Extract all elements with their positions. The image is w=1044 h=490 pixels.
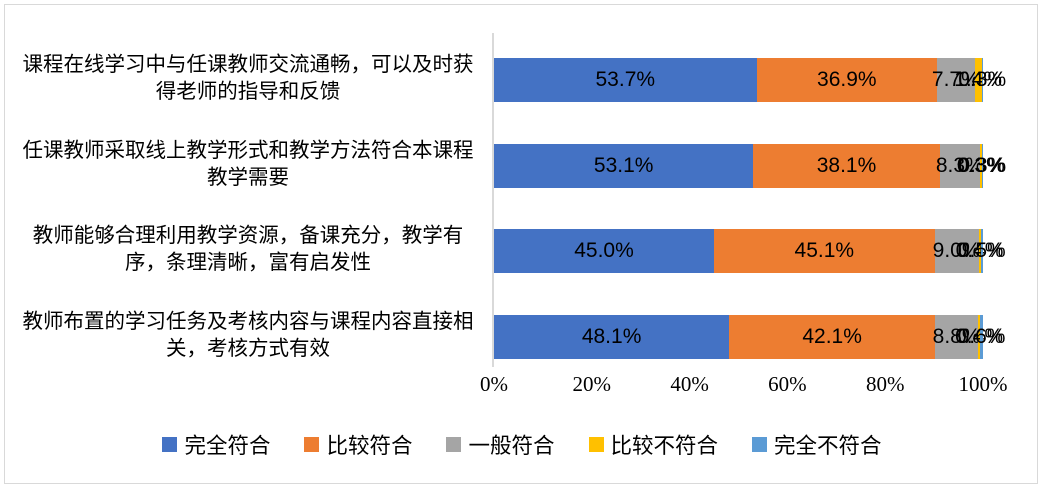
legend-item[interactable]: 比较不符合 xyxy=(588,429,719,460)
bar-segment: 7.7% xyxy=(932,58,980,102)
bar-segment: 36.9% xyxy=(756,58,938,102)
legend-swatch-icon xyxy=(446,437,462,452)
bar-segment: 0.3% xyxy=(958,144,1006,188)
bar-segment-value-label: 45.1% xyxy=(794,239,855,262)
bar-segment: 0.5% xyxy=(958,229,1006,273)
bar-segment: 0.6% xyxy=(958,315,1005,359)
legend-swatch-icon xyxy=(304,437,320,452)
bar-segment-value-label: 7.7% xyxy=(931,68,980,91)
table-row: 53.1%38.1%8.3%0.3%0.3% xyxy=(494,144,1006,188)
bar-segment-value-label: 9.0% xyxy=(932,239,981,262)
category-label-1: 任课教师采取线上教学形式和教学方法符合本课程教学需要 xyxy=(22,140,474,189)
bar-segment-value-label: 48.1% xyxy=(581,325,642,348)
legend-item[interactable]: 一般符合 xyxy=(446,429,555,460)
chart-legend: 完全符合 比较符合 一般符合 比较不符合 完全不符合 xyxy=(5,429,1039,460)
bar-segment: 8.8% xyxy=(932,315,981,359)
bar-segment: 48.1% xyxy=(494,315,730,359)
legend-swatch-icon xyxy=(162,437,178,452)
x-axis-tick-label: 0% xyxy=(480,372,508,396)
bar-segment: 9.0% xyxy=(932,229,981,273)
legend-item-label: 完全不符合 xyxy=(774,434,882,458)
legend-swatch-icon xyxy=(752,437,768,452)
bar-segment-value-label: 53.7% xyxy=(595,68,656,91)
legend-item[interactable]: 完全符合 xyxy=(162,429,270,460)
legend-item-label: 一般符合 xyxy=(468,434,555,458)
bar-segment: 0.3% xyxy=(958,58,1006,102)
category-label-0: 课程在线学习中与任课教师交流通畅，可以及时获得老师的指导和反馈 xyxy=(22,54,474,103)
bar-segment: 45.0% xyxy=(494,229,715,273)
chart-container: 课程在线学习中与任课教师交流通畅，可以及时获得老师的指导和反馈 任课教师采取线上… xyxy=(4,4,1038,484)
category-label-3: 教师布置的学习任务及考核内容与课程内容直接相关，考核方式有效 xyxy=(22,311,474,360)
x-axis-tick-label: 20% xyxy=(572,372,612,396)
bar-segment-value-label: 45.0% xyxy=(574,239,634,262)
x-axis-tick-label: 100% xyxy=(958,372,1008,396)
table-row: 53.7% 36.9% 7.7% 1.4% 0.3% xyxy=(494,58,1006,102)
legend-item-label: 比较符合 xyxy=(326,434,413,458)
legend-item[interactable]: 比较符合 xyxy=(304,429,412,460)
plot-area: 课程在线学习中与任课教师交流通畅，可以及时获得老师的指导和反馈 任课教师采取线上… xyxy=(5,5,1039,415)
table-row: 45.0%45.1%9.0%0.4%0.5% xyxy=(494,229,1006,273)
bar-segment: 42.1% xyxy=(729,315,936,359)
bar-segment-value-label: 8.8% xyxy=(932,325,981,348)
bar-segment: 1.4% xyxy=(954,58,1002,102)
bar-segment-value-label: 38.1% xyxy=(816,154,877,177)
legend-item-label: 完全符合 xyxy=(184,434,271,458)
x-axis-tick-label: 60% xyxy=(768,372,807,396)
bar-segment: 45.1% xyxy=(714,229,935,273)
bar-segment: 53.1% xyxy=(494,144,754,188)
bar-segment-value-label: 53.1% xyxy=(593,154,654,177)
x-axis-tick-label: 80% xyxy=(865,372,905,396)
table-row: 48.1%42.1%8.8%0.4%0.6% xyxy=(494,315,1005,359)
x-axis-tick-label: 40% xyxy=(670,372,709,396)
legend-item[interactable]: 完全不符合 xyxy=(752,429,882,460)
bar-segment-value-label: 42.1% xyxy=(802,325,862,348)
bar-segment: 38.1% xyxy=(753,144,940,188)
category-label-2: 教师能够合理利用教学资源，备课充分，教学有序，条理清晰，富有启发性 xyxy=(32,225,464,274)
x-axis: 0% 20% 40% 60% 80% 100% xyxy=(480,372,1008,402)
bar-segment-value-label: 36.9% xyxy=(817,68,877,91)
bar-segment: 53.7% xyxy=(494,58,757,102)
value-axis-line xyxy=(492,33,494,367)
legend-item-label: 比较不符合 xyxy=(610,434,719,458)
legend-swatch-icon xyxy=(588,437,604,452)
bar-segment: 8.3% xyxy=(936,144,984,188)
bar-segment-value-label: 8.3% xyxy=(935,154,984,177)
